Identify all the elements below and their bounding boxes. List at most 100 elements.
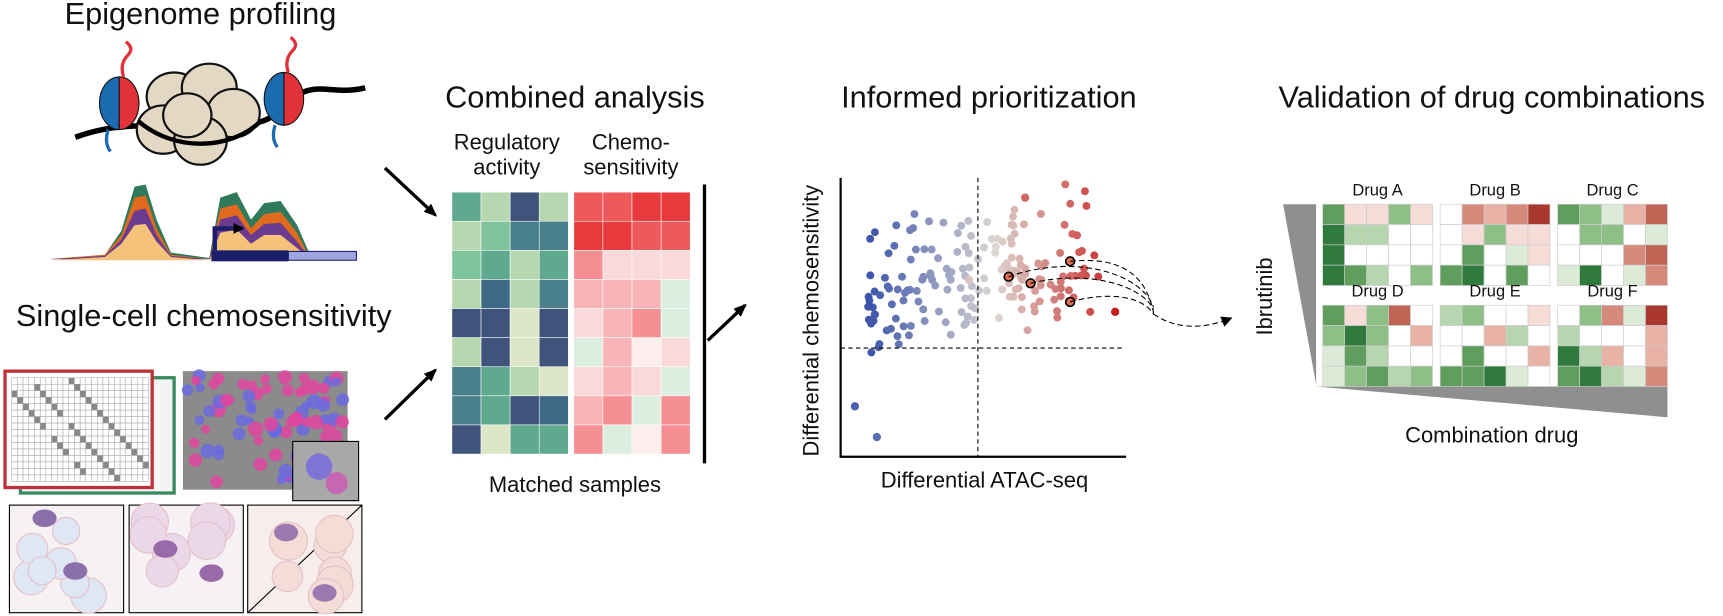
point: [1036, 209, 1045, 218]
well: [79, 442, 87, 450]
well: [131, 468, 138, 476]
well: [85, 409, 92, 417]
well: [51, 442, 58, 450]
cell: [277, 370, 293, 385]
drug-cell: [1344, 224, 1367, 246]
drug-cell: [1410, 244, 1433, 266]
well: [79, 468, 87, 476]
well: [85, 396, 92, 404]
drug-cell: [1366, 304, 1389, 326]
point: [953, 247, 962, 256]
well: [17, 429, 24, 437]
well: [137, 422, 144, 430]
well: [74, 429, 81, 437]
point: [887, 300, 896, 309]
well: [39, 422, 47, 430]
well: [125, 409, 132, 417]
well: [68, 435, 75, 443]
well: [131, 383, 138, 391]
point: [1060, 220, 1069, 229]
well: [85, 435, 92, 443]
point: [1034, 259, 1043, 268]
drug-cell: [1645, 365, 1668, 387]
well: [62, 416, 69, 424]
drug-cell: [1601, 304, 1624, 326]
point: [998, 237, 1007, 246]
well: [11, 461, 18, 469]
point: [1075, 248, 1084, 257]
well: [97, 377, 104, 385]
well: [137, 396, 144, 404]
well: [68, 468, 75, 476]
well: [85, 474, 92, 482]
well: [102, 448, 109, 456]
heat-cell: [602, 424, 633, 455]
drug-cell: [1410, 345, 1433, 367]
well: [45, 448, 52, 456]
drug-cell: [1322, 224, 1345, 246]
cell: [305, 379, 321, 395]
point: [927, 245, 936, 254]
well: [45, 461, 52, 469]
point: [982, 286, 991, 295]
well: [108, 403, 115, 411]
well: [22, 435, 29, 443]
well: [79, 474, 87, 482]
drug-cell: [1483, 365, 1507, 387]
well: [28, 442, 35, 450]
well: [57, 468, 64, 476]
well: [11, 422, 18, 430]
point: [1061, 180, 1070, 189]
well: [79, 435, 87, 443]
well: [79, 416, 87, 424]
cell: [210, 475, 223, 489]
point: [912, 286, 921, 295]
cell: [276, 474, 287, 485]
well: [22, 377, 29, 385]
drug-cell: [1388, 244, 1411, 266]
point: [958, 264, 967, 273]
well: [11, 390, 18, 398]
drug-cell: [1505, 345, 1529, 367]
heat-cell: [573, 220, 604, 251]
well: [45, 409, 52, 417]
well: [119, 409, 127, 417]
chemosensitivity-title: Single-cell chemosensitivity: [16, 298, 392, 333]
well: [114, 422, 121, 430]
point: [991, 248, 1000, 257]
heat-cell: [538, 366, 569, 397]
well: [39, 409, 47, 417]
drug-cell: [1483, 304, 1507, 326]
drug-cell: [1344, 365, 1367, 387]
well: [22, 416, 29, 424]
well: [57, 403, 64, 411]
well: [51, 383, 58, 391]
well: [91, 429, 98, 437]
point: [870, 228, 879, 237]
cell: [261, 383, 272, 395]
drug-cell: [1366, 365, 1389, 387]
well: [22, 409, 29, 417]
well: [11, 429, 18, 437]
well: [74, 442, 81, 450]
blood-cell: [51, 516, 81, 546]
well: [28, 409, 35, 417]
point: [1077, 271, 1086, 280]
well: [91, 474, 98, 482]
well: [34, 435, 41, 443]
well: [125, 474, 132, 482]
drug-cell: [1344, 304, 1367, 326]
cell: [247, 405, 257, 415]
well: [57, 377, 64, 385]
well: [97, 409, 104, 417]
heat-cell: [660, 279, 691, 309]
well: [17, 377, 24, 385]
well: [142, 396, 149, 404]
cell: [308, 414, 323, 430]
well: [62, 442, 69, 450]
well: [119, 461, 127, 469]
well: [97, 422, 104, 430]
well: [85, 403, 92, 411]
cell: [213, 444, 225, 455]
